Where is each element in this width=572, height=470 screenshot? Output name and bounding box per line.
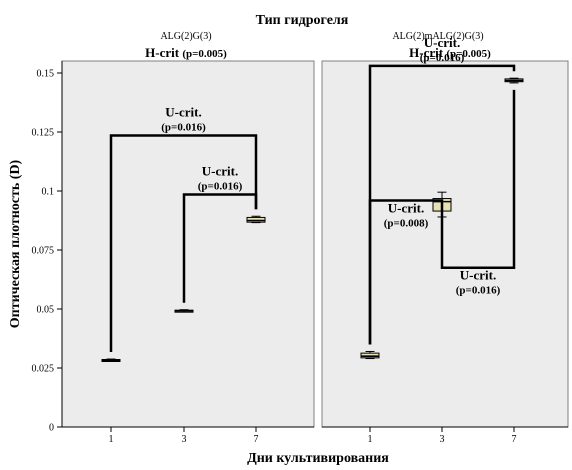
- bracket-p-label: (p=0.008): [384, 217, 429, 229]
- box-day-1: [101, 358, 121, 363]
- bracket-p-label: (p=0.016): [198, 181, 243, 193]
- x-axis-label: Дни культивирования: [247, 451, 389, 466]
- x-tick-label: 7: [254, 434, 259, 445]
- bracket-test-label: U-crit.: [202, 164, 238, 179]
- panel-left-name: ALG(2)G(3): [160, 31, 211, 42]
- bracket-test-label: U-crit.: [165, 105, 201, 120]
- y-tick-label: 0.1: [42, 187, 55, 198]
- panel-left-test: H-crit (p=0.005): [145, 45, 227, 60]
- panel-left-boxes: [101, 215, 266, 363]
- box-day-7: [246, 215, 266, 224]
- y-tick-label: 0.15: [37, 69, 55, 80]
- x-tick-label: 1: [368, 434, 373, 445]
- x-tick-label: 3: [182, 434, 187, 445]
- y-tick-label: 0.125: [32, 128, 55, 139]
- bracket-test-label: U-crit.: [460, 268, 496, 283]
- bracket-line: [368, 199, 444, 345]
- y-tick-label: 0: [49, 423, 54, 434]
- bracket-line: [182, 193, 258, 303]
- panel-right-brackets: U-crit.(p=0.016)U-crit.(p=0.008)U-crit.(…: [368, 35, 516, 345]
- box-day-3: [174, 309, 194, 313]
- panel-right-test-p: (p=0.005): [446, 48, 491, 60]
- panel-left-test-label: H-crit: [145, 45, 180, 60]
- bracket-p-label: (p=0.016): [456, 285, 501, 297]
- x-tick-label: 7: [512, 434, 517, 445]
- panel-right-background: [321, 60, 569, 428]
- significance-bracket-3-7: U-crit. (p=0.016): [182, 164, 258, 303]
- panel-right: ALG(2)mALG(2)G(3) H-crit (p=0.005) U-cri…: [321, 31, 569, 428]
- significance-bracket-3-7: U-crit. (p=0.016): [440, 89, 516, 297]
- y-tick-label: 0.025: [32, 364, 55, 375]
- panel-right-test-label: H-crit: [409, 45, 444, 60]
- y-tick-label: 0.05: [37, 305, 55, 316]
- panel-right-name: ALG(2)mALG(2)G(3): [392, 31, 483, 42]
- panel-right-test: H-crit (p=0.005): [409, 45, 491, 60]
- y-axis: 0 0.025 0.05 0.075 0.1 0.125 0.15: [32, 61, 63, 434]
- bracket-test-label: U-crit.: [388, 200, 424, 215]
- bracket-line: [440, 89, 516, 269]
- panel-left-test-p: (p=0.005): [182, 48, 227, 60]
- significance-bracket-1-7: U-crit. (p=0.016): [109, 105, 258, 353]
- panel-left-background: [61, 60, 315, 428]
- box-day-7: [504, 77, 524, 84]
- y-axis-label: Оптическая плотность (D): [8, 159, 23, 328]
- bracket-p-label: (p=0.016): [420, 52, 465, 64]
- chart-title: Тип гидрогеля: [256, 13, 349, 28]
- panel-left: ALG(2)G(3) H-crit (p=0.005) U-crit. (p=0.…: [61, 31, 315, 428]
- y-tick-label: 0.075: [32, 246, 55, 257]
- bracket-test-label: U-crit.: [424, 35, 460, 50]
- x-tick-label: 1: [109, 434, 114, 445]
- significance-bracket-1-3: U-crit. (p=0.008): [368, 199, 444, 345]
- panel-left-brackets: U-crit. (p=0.016) U-crit. (p=0.016): [109, 105, 258, 353]
- bracket-p-label: (p=0.016): [161, 122, 206, 134]
- x-tick-label: 3: [440, 434, 445, 445]
- bracket-line: [109, 134, 258, 353]
- box-day-1: [360, 350, 380, 360]
